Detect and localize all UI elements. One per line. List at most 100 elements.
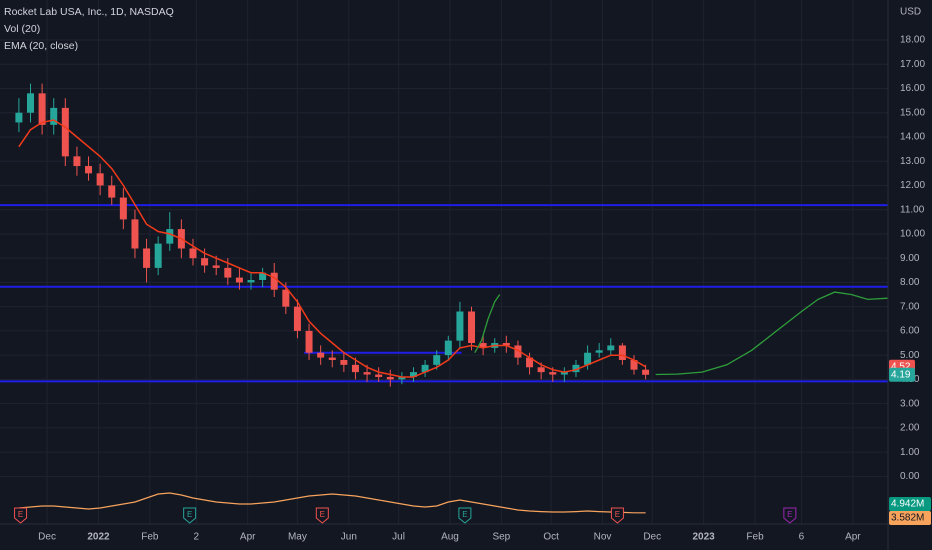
candle-body [15, 112, 23, 123]
x-tick-label: Apr [845, 532, 861, 543]
candle-body [363, 372, 371, 375]
y-tick-label: 18.00 [900, 35, 925, 46]
candle-body [247, 280, 255, 283]
x-tick-label: Oct [543, 532, 559, 543]
candle-body [61, 107, 69, 157]
candle-body [108, 185, 116, 198]
candle-body [154, 243, 162, 268]
y-tick-label: 1.00 [900, 447, 920, 458]
y-tick-label: 2.00 [900, 423, 920, 434]
volume-tag-bg [889, 497, 931, 511]
chart-title: Rocket Lab USA, Inc., 1D, NASDAQ [4, 6, 174, 18]
candle-body [73, 156, 81, 167]
candle-body [433, 355, 441, 365]
candle-body [444, 340, 452, 356]
y-tick-label: 16.00 [900, 83, 925, 94]
earnings-marker [458, 507, 472, 524]
y-tick-label: 14.00 [900, 132, 925, 143]
candle-body [340, 360, 348, 365]
candle-body [96, 173, 104, 186]
y-tick-label: 9.00 [900, 253, 920, 264]
indicator-label: EMA (20, close) [4, 40, 78, 52]
y-tick-label: 5.00 [900, 350, 920, 361]
candle-body [351, 364, 359, 373]
candle-body [630, 360, 638, 370]
candle-body [328, 357, 336, 360]
earnings-marker [183, 507, 197, 524]
volume-tag: 4.942M [891, 499, 924, 510]
grid [0, 0, 888, 524]
candle-body [618, 345, 626, 360]
x-tick-label: May [288, 532, 307, 543]
candle-body [398, 376, 406, 380]
x-tick-label: Jun [341, 532, 357, 543]
candle-body [119, 197, 127, 220]
volume-ma-line [18, 492, 646, 514]
candle-body [514, 345, 522, 358]
earnings-label: E [462, 510, 467, 519]
candle-body [201, 258, 209, 266]
earnings-label: E [18, 510, 23, 519]
candle-body [537, 367, 545, 373]
candle-body [607, 345, 615, 351]
candle-body [189, 248, 197, 259]
candle-body [502, 343, 510, 346]
y-tick-label: 11.00 [900, 204, 925, 215]
earnings-marker [14, 507, 28, 524]
y-tick-label: 13.00 [900, 156, 925, 167]
earnings-label: E [187, 510, 192, 519]
candle-body [50, 107, 58, 125]
y-tick-label: 6.00 [900, 326, 920, 337]
earnings-marker [315, 507, 329, 524]
x-tick-label: 2022 [87, 532, 110, 543]
candle-body [259, 272, 267, 280]
x-tick-label: 6 [799, 532, 805, 543]
candle-body [375, 374, 383, 377]
candle-body [143, 248, 151, 268]
candle-body [409, 372, 417, 377]
y-tick-label: 12.00 [900, 180, 925, 191]
x-tick-label: Feb [746, 532, 764, 543]
candle-body [27, 93, 35, 113]
earnings-marker [610, 507, 624, 524]
volume-tag-bg [889, 511, 931, 525]
projection-line [655, 291, 888, 376]
candle-body [456, 311, 464, 341]
candle-body [595, 350, 603, 353]
candle-body [85, 166, 93, 174]
candle-body [549, 372, 557, 375]
x-tick-label: 2023 [693, 532, 716, 543]
projection-line [474, 294, 501, 354]
candle-body [38, 93, 46, 125]
candle-body [282, 289, 290, 307]
currency-label: USD [900, 7, 921, 18]
candle-body [212, 265, 220, 268]
candle-body [572, 364, 580, 373]
volume-tag: 3.582M [891, 513, 924, 524]
x-tick-label: Aug [441, 532, 459, 543]
indicator-label: Vol (20) [4, 23, 40, 35]
close-tag-bg [889, 367, 915, 382]
y-tick-label: 3.00 [900, 398, 920, 409]
candle-body [305, 330, 313, 353]
candle-body [317, 352, 325, 358]
candle-body [642, 369, 650, 375]
candle-body [270, 272, 278, 290]
candle-body [526, 357, 534, 368]
earnings-marker [783, 507, 797, 524]
close-tag: 4.19 [891, 369, 911, 380]
candle-body [479, 343, 487, 348]
y-tick-label: 15.00 [900, 107, 925, 118]
y-tick-label: 0.00 [900, 471, 920, 482]
candle-body [166, 229, 174, 244]
candle-body [293, 306, 301, 331]
y-tick-label: 7.00 [900, 301, 920, 312]
earnings-label: E [320, 510, 325, 519]
candle-body [468, 311, 476, 344]
x-tick-label: Nov [594, 532, 612, 543]
x-tick-label: Dec [643, 532, 661, 543]
x-tick-label: Dec [38, 532, 56, 543]
candle-body [235, 277, 243, 283]
ema-tag: 4.52 [891, 361, 911, 372]
